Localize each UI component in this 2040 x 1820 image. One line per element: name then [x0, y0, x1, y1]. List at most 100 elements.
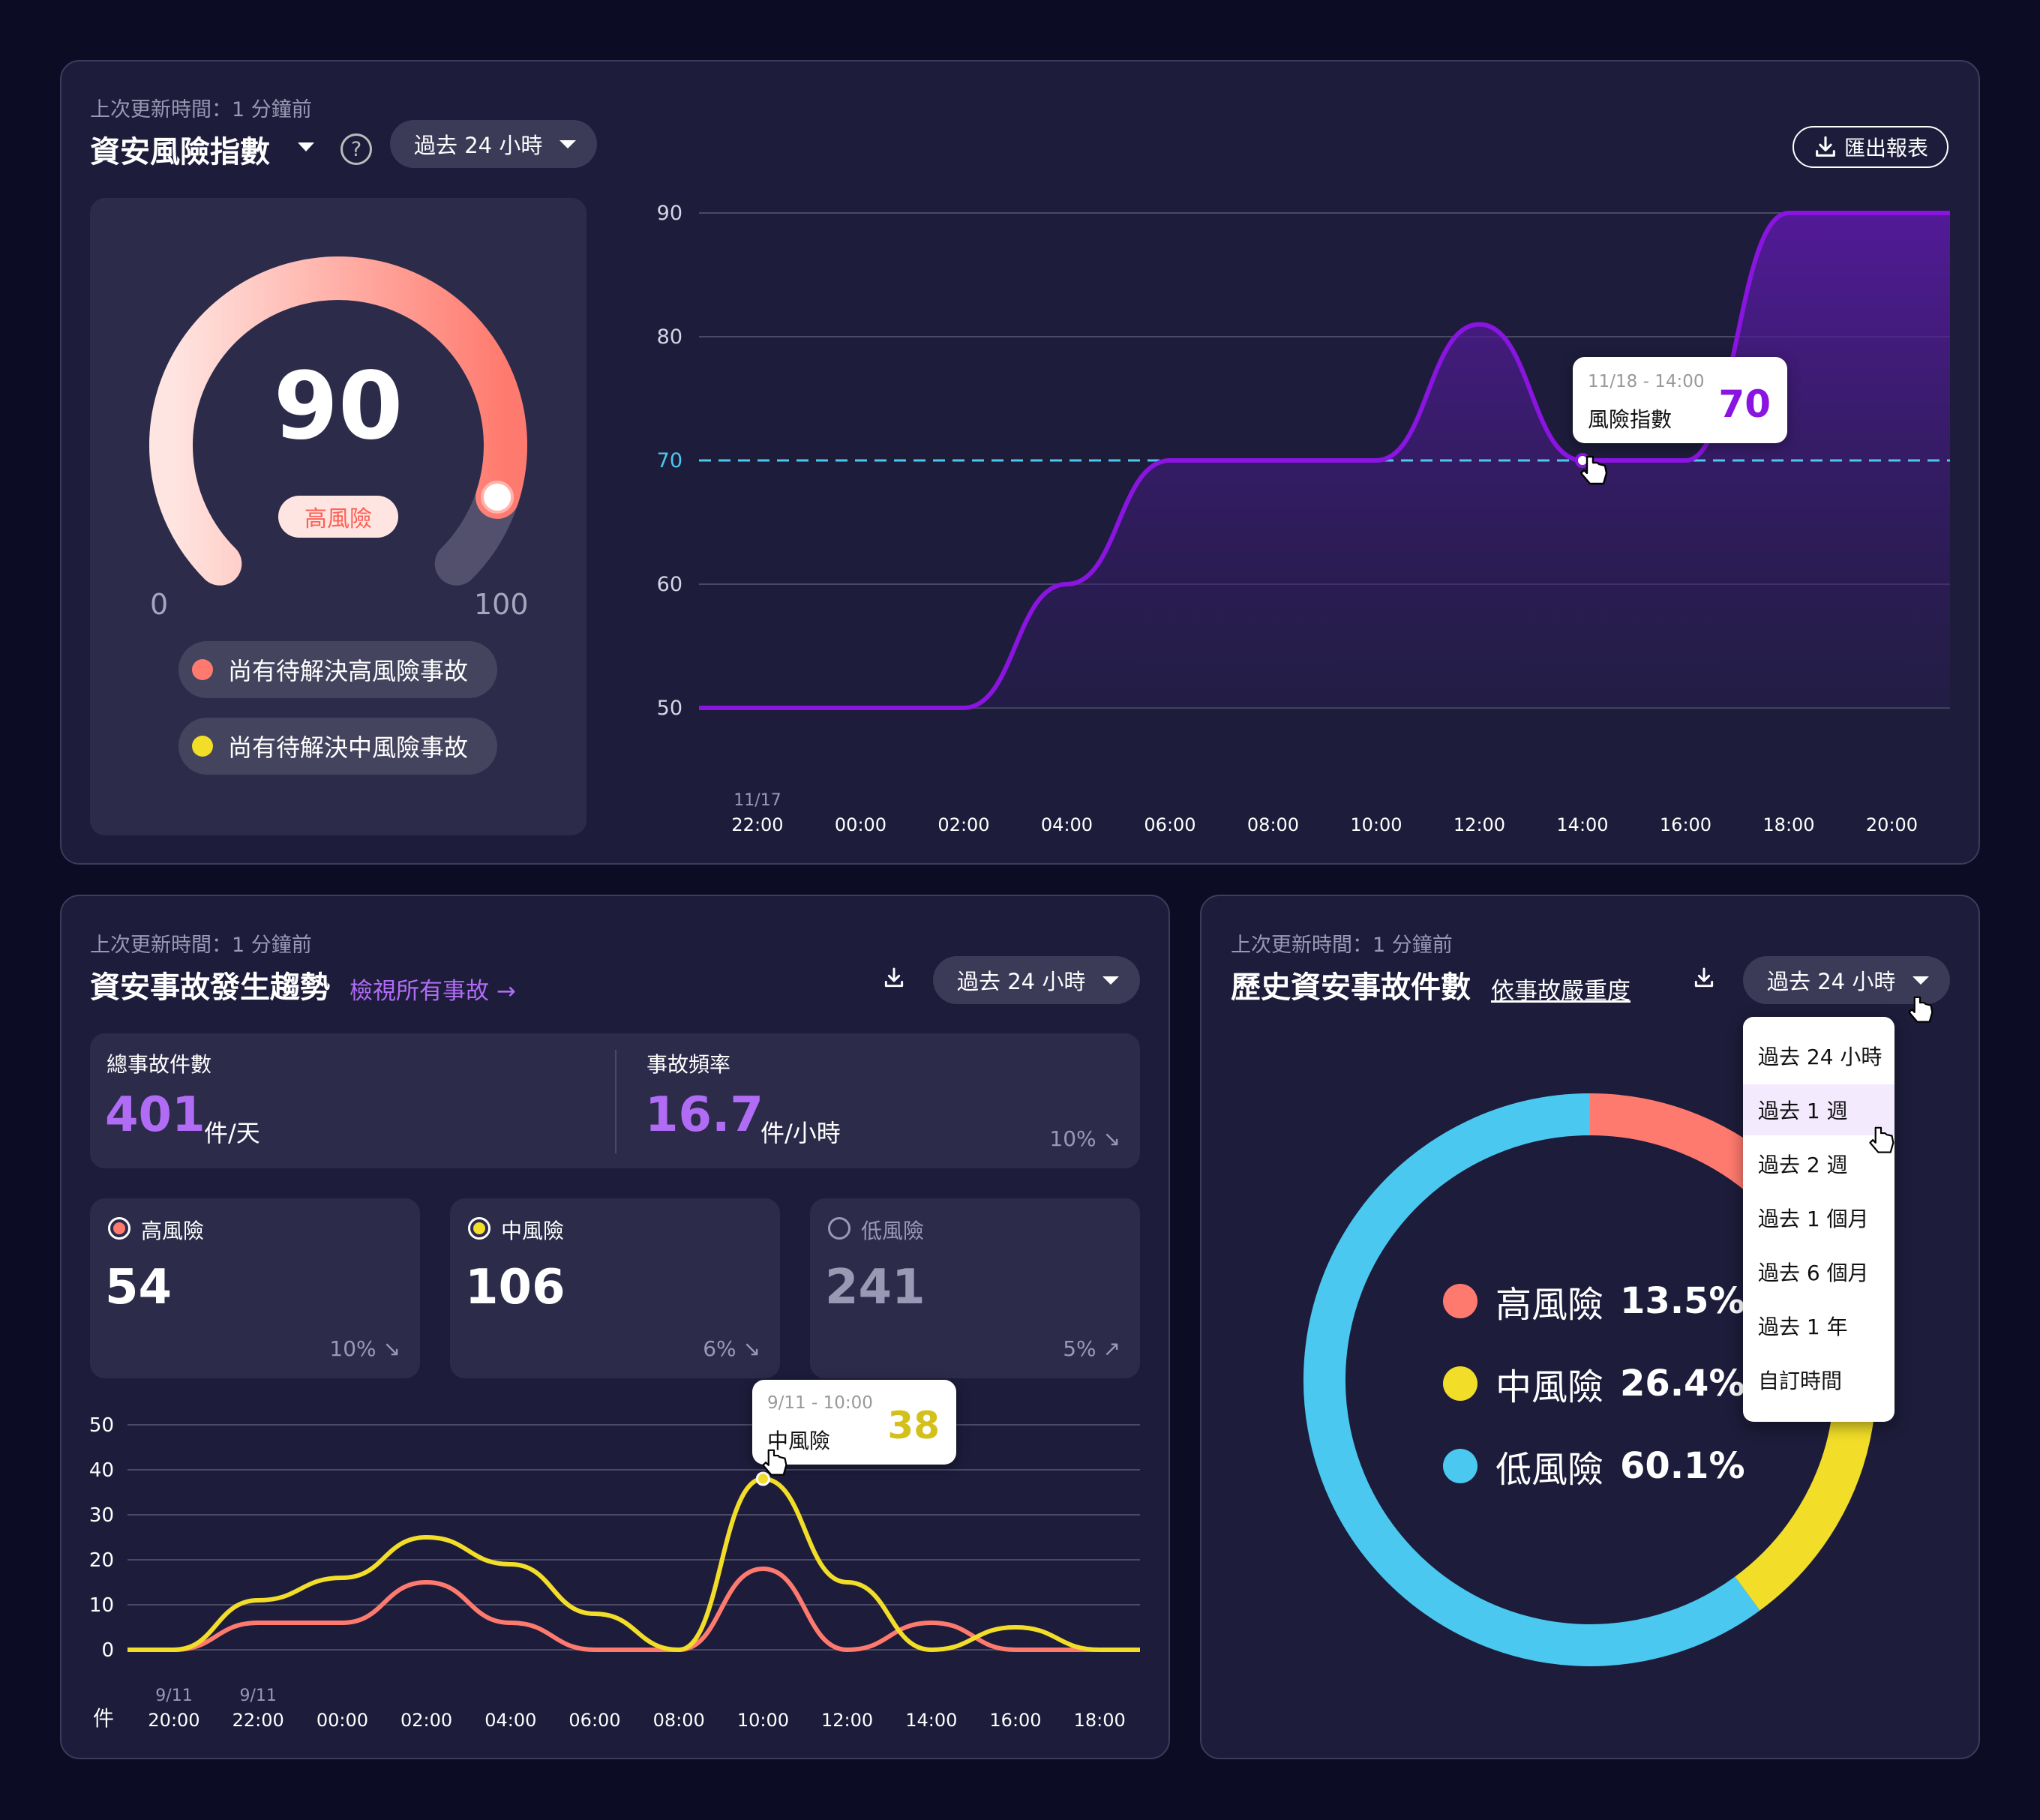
download-icon[interactable]	[1692, 966, 1716, 990]
series-line-medium	[128, 1476, 1140, 1653]
view-all-link[interactable]: 檢視所有事故 →	[350, 978, 516, 1005]
menu-item-6m[interactable]: 過去 6 個月	[1758, 1261, 1869, 1285]
tooltip-label: 風險指數	[1588, 407, 1672, 432]
tooltip-label: 中風險	[767, 1429, 831, 1453]
total-value: 401	[105, 1087, 206, 1143]
tooltip-value: 70	[1718, 382, 1771, 426]
download-icon[interactable]	[882, 966, 906, 990]
menu-item-1y[interactable]: 過去 1 年	[1758, 1315, 1848, 1339]
x-tick-label: 22:00	[232, 1710, 284, 1731]
high-risk-dot	[192, 659, 213, 680]
medium-risk-card[interactable]	[450, 1198, 780, 1378]
risk-index-chart[interactable]: 90 80 70 60 50 22:00 11/17 00:00 02:00 04:00 06:00…	[645, 187, 1965, 847]
risk-line	[698, 211, 1950, 711]
time-range-dropdown[interactable]: 過去 24 小時	[933, 956, 1140, 1004]
high-risk-dot	[113, 1222, 125, 1234]
donut-slice-low	[1304, 1093, 1760, 1666]
y-tick-label: 50	[89, 1414, 114, 1437]
legend-medium-label: 中風險	[1496, 1366, 1604, 1408]
time-range-label: 過去 24 小時	[1767, 969, 1896, 994]
medium-risk-radio[interactable]	[468, 1217, 490, 1240]
x-tick-label: 06:00	[568, 1710, 620, 1731]
menu-item-1m[interactable]: 過去 1 個月	[1758, 1207, 1869, 1231]
high-risk-card[interactable]	[90, 1198, 420, 1378]
medium-risk-dot	[192, 736, 213, 757]
pointer-cursor-icon	[762, 1449, 788, 1476]
tooltip-value: 38	[887, 1404, 940, 1447]
y-tick-label: 80	[657, 325, 682, 349]
export-report-label: 匯出報表	[1844, 136, 1928, 160]
x-tick-label: 14:00	[905, 1710, 957, 1731]
x-tick-label: 04:00	[1041, 814, 1093, 835]
x-tick-label: 18:00	[1074, 1710, 1126, 1731]
menu-item-1w[interactable]: 過去 1 週	[1743, 1084, 1894, 1135]
high-risk-dot	[1443, 1284, 1478, 1318]
time-range-menu: 過去 24 小時 過去 1 週 過去 2 週 過去 1 個月 過去 6 個月 過…	[1743, 1017, 1894, 1422]
low-risk-dot	[1443, 1449, 1478, 1483]
menu-item-24h[interactable]: 過去 24 小時	[1758, 1045, 1882, 1069]
legend-high-label: 高風險	[1496, 1284, 1604, 1326]
title-dropdown-icon[interactable]	[298, 142, 314, 151]
chevron-down-icon	[1102, 976, 1119, 985]
x-tick-label: 10:00	[737, 1710, 789, 1731]
legend-low-pct: 60.1%	[1620, 1445, 1745, 1487]
x-tick-label: 20:00	[1866, 814, 1918, 835]
last-updated: 上次更新時間：1 分鐘前	[1231, 934, 1453, 957]
legend-low: 低風險 60.1%	[1443, 1440, 1745, 1492]
time-range-dropdown[interactable]: 過去 24 小時	[1743, 956, 1950, 1004]
incident-trend-title: 資安事故發生趨勢	[90, 970, 330, 1005]
rate-unit: 件/小時	[760, 1119, 841, 1147]
x-tick-label: 04:00	[484, 1710, 536, 1731]
pointer-cursor-icon	[1580, 455, 1608, 485]
x-date-label: 9/11	[155, 1687, 192, 1705]
gauge-min-label: 0	[150, 588, 169, 621]
medium-risk-dot	[1443, 1366, 1478, 1401]
trend-tooltip: 9/11 - 10:00 中風險 38	[752, 1380, 956, 1465]
tooltip-time: 11/18 - 14:00	[1588, 372, 1705, 391]
high-risk-label: 高風險	[141, 1219, 205, 1243]
download-icon	[1816, 136, 1835, 157]
time-range-label: 過去 24 小時	[957, 969, 1086, 994]
y-tick-label: 20	[89, 1549, 114, 1572]
menu-item-2w[interactable]: 過去 2 週	[1758, 1153, 1848, 1177]
high-risk-radio[interactable]	[108, 1217, 130, 1240]
x-tick-label: 14:00	[1556, 814, 1608, 835]
chevron-down-icon	[1912, 976, 1929, 985]
x-tick-label: 18:00	[1762, 814, 1814, 835]
export-report-button[interactable]: 匯出報表	[1792, 126, 1948, 168]
alert-high-chip[interactable]: 尚有待解決高風險事故	[178, 641, 497, 698]
x-tick-label: 02:00	[938, 814, 989, 835]
x-tick-label: 02:00	[400, 1710, 452, 1731]
x-date-label: 11/17	[734, 791, 781, 810]
time-range-dropdown[interactable]: 過去 24 小時	[390, 120, 597, 168]
risk-index-title: 資安風險指數	[90, 135, 270, 169]
alert-medium-chip[interactable]: 尚有待解決中風險事故	[178, 718, 497, 775]
y-tick-label: 10	[89, 1594, 114, 1617]
alert-medium-label: 尚有待解決中風險事故	[228, 733, 469, 762]
incident-trend-chart[interactable]: 50 40 30 20 10 0 20:00 9/11 22:00 9/11 00:00 02:00 0…	[75, 1395, 1155, 1740]
low-risk-count: 241	[825, 1260, 926, 1315]
low-risk-change: 5% ↗	[1063, 1336, 1120, 1361]
risk-gauge	[149, 256, 527, 586]
rate-value: 16.7	[645, 1087, 764, 1143]
x-tick-label: 10:00	[1350, 814, 1402, 835]
gauge-knob	[481, 480, 514, 514]
legend-medium: 中風險 26.4%	[1443, 1357, 1745, 1410]
x-tick-label: 06:00	[1144, 814, 1196, 835]
pointer-cursor-icon	[1908, 996, 1934, 1023]
time-range-label: 過去 24 小時	[414, 133, 543, 158]
low-risk-label: 低風險	[861, 1219, 925, 1243]
low-risk-card[interactable]	[810, 1198, 1140, 1378]
low-risk-radio[interactable]	[828, 1217, 850, 1240]
history-title: 歷史資安事故件數	[1231, 970, 1471, 1005]
legend-medium-pct: 26.4%	[1620, 1363, 1745, 1405]
rate-label: 事故頻率	[646, 1052, 731, 1077]
help-icon[interactable]: ?	[340, 133, 372, 165]
gauge-value: 90	[273, 352, 404, 460]
x-tick-label: 20:00	[148, 1710, 200, 1731]
menu-item-custom[interactable]: 自訂時間	[1758, 1369, 1843, 1393]
y-tick-label: 30	[89, 1504, 114, 1527]
risk-level-badge: 高風險	[278, 496, 398, 538]
sort-by-severity-link[interactable]: 依事故嚴重度	[1491, 978, 1630, 1005]
alert-high-label: 尚有待解決高風險事故	[228, 657, 469, 685]
